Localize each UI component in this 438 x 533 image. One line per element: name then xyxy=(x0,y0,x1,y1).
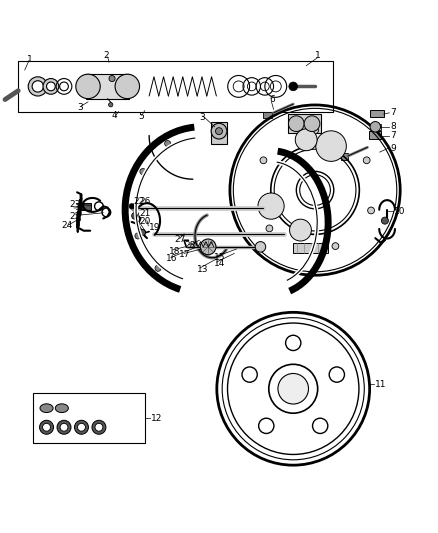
Bar xyxy=(81,203,91,210)
Circle shape xyxy=(316,131,346,161)
Text: 7: 7 xyxy=(390,108,396,117)
Text: 10: 10 xyxy=(394,207,405,216)
Bar xyxy=(369,131,381,139)
Text: 3: 3 xyxy=(77,103,83,111)
Text: 14: 14 xyxy=(214,259,225,268)
Text: 20: 20 xyxy=(140,216,151,225)
Circle shape xyxy=(370,122,381,132)
Circle shape xyxy=(304,116,320,132)
Ellipse shape xyxy=(55,404,68,413)
Circle shape xyxy=(313,418,328,433)
Text: 3: 3 xyxy=(199,112,205,122)
Circle shape xyxy=(57,421,71,434)
Circle shape xyxy=(312,127,318,134)
Text: 19: 19 xyxy=(149,223,161,232)
Circle shape xyxy=(140,229,146,236)
Circle shape xyxy=(242,367,257,382)
Circle shape xyxy=(135,233,141,239)
Circle shape xyxy=(255,241,266,252)
Circle shape xyxy=(286,335,301,351)
Circle shape xyxy=(129,204,134,209)
Text: 16: 16 xyxy=(166,254,177,263)
Circle shape xyxy=(109,102,113,107)
Circle shape xyxy=(28,77,47,96)
Bar xyxy=(18,61,332,111)
Circle shape xyxy=(43,78,59,94)
Circle shape xyxy=(290,219,311,241)
Circle shape xyxy=(109,76,115,82)
Text: 11: 11 xyxy=(375,380,387,389)
Text: 23: 23 xyxy=(69,200,81,209)
Text: 22: 22 xyxy=(133,197,144,206)
Circle shape xyxy=(289,82,297,91)
Ellipse shape xyxy=(40,404,53,413)
Text: 1: 1 xyxy=(315,51,321,60)
Circle shape xyxy=(288,116,304,132)
Circle shape xyxy=(140,168,146,175)
Circle shape xyxy=(367,207,374,214)
Circle shape xyxy=(215,128,223,135)
Circle shape xyxy=(258,193,284,219)
Text: 26: 26 xyxy=(140,197,151,206)
Circle shape xyxy=(165,141,171,147)
Text: 13: 13 xyxy=(75,204,86,213)
Text: 15: 15 xyxy=(214,253,225,262)
Text: 6: 6 xyxy=(270,95,276,104)
Bar xyxy=(293,243,328,253)
Text: 8: 8 xyxy=(390,122,396,131)
Text: 4: 4 xyxy=(112,111,118,120)
Bar xyxy=(288,114,321,133)
Circle shape xyxy=(115,74,140,99)
Circle shape xyxy=(200,239,216,255)
Bar xyxy=(211,123,227,144)
Text: 2: 2 xyxy=(103,51,109,60)
Circle shape xyxy=(42,423,50,431)
Circle shape xyxy=(92,421,106,434)
Text: 28: 28 xyxy=(184,241,195,251)
Circle shape xyxy=(155,265,161,271)
Text: 5: 5 xyxy=(138,112,144,121)
Text: 13: 13 xyxy=(197,265,208,274)
Circle shape xyxy=(329,367,344,382)
Text: 12: 12 xyxy=(151,414,162,423)
Circle shape xyxy=(74,421,88,434)
Text: 7: 7 xyxy=(390,131,396,140)
Text: 24: 24 xyxy=(62,221,73,230)
Text: 18: 18 xyxy=(169,247,181,256)
Bar xyxy=(371,124,381,130)
Bar xyxy=(263,112,272,118)
Circle shape xyxy=(39,421,53,434)
Circle shape xyxy=(278,374,308,404)
Circle shape xyxy=(76,74,100,99)
Text: 25: 25 xyxy=(70,212,81,221)
Circle shape xyxy=(260,157,267,164)
Circle shape xyxy=(266,225,273,232)
Circle shape xyxy=(132,212,139,220)
Bar xyxy=(341,152,348,159)
Text: 9: 9 xyxy=(390,144,396,153)
Circle shape xyxy=(60,423,68,431)
Circle shape xyxy=(95,423,103,431)
Circle shape xyxy=(381,217,389,224)
Circle shape xyxy=(295,129,317,151)
Bar xyxy=(370,110,384,117)
Text: 27: 27 xyxy=(174,235,186,244)
Circle shape xyxy=(46,82,55,91)
Circle shape xyxy=(78,423,85,431)
Text: 17: 17 xyxy=(179,250,191,259)
Bar xyxy=(86,74,130,99)
Circle shape xyxy=(211,123,227,139)
Text: 21: 21 xyxy=(140,209,151,218)
Circle shape xyxy=(258,418,274,433)
Text: 1: 1 xyxy=(27,54,33,63)
Circle shape xyxy=(363,157,370,164)
Circle shape xyxy=(332,243,339,249)
Bar xyxy=(33,393,145,443)
Circle shape xyxy=(32,80,43,92)
